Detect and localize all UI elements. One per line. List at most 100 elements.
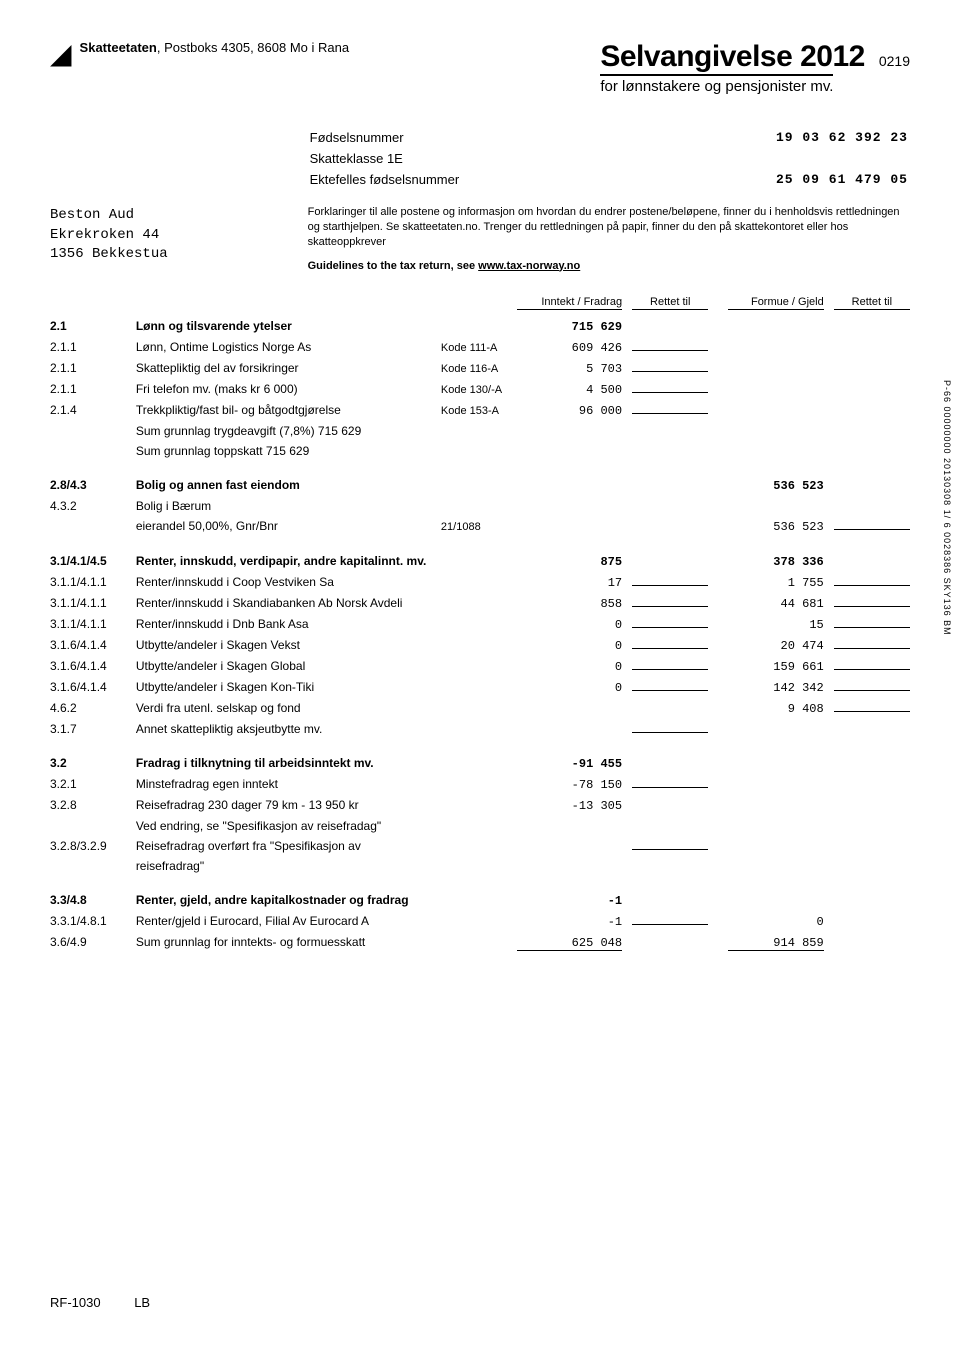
row-kode: 21/1088 xyxy=(441,521,517,533)
row-blank-2 xyxy=(834,479,910,489)
row-blank-1 xyxy=(632,660,708,670)
row-blank-1 xyxy=(632,383,708,393)
row-value-2: 44 681 xyxy=(728,597,823,611)
row-code: 3.2.1 xyxy=(50,777,136,791)
row-value-1: 715 629 xyxy=(517,320,622,334)
id-table: Fødselsnummer19 03 62 392 23 Skatteklass… xyxy=(308,126,910,191)
row-desc: Fradrag i tilknytning til arbeidsinntekt… xyxy=(136,756,441,770)
row-blank-2 xyxy=(834,757,910,767)
row-code: 2.1.1 xyxy=(50,340,136,354)
col-inntekt: Inntekt / Fradrag xyxy=(517,296,622,310)
row-blank-1 xyxy=(632,915,708,925)
row-desc: Reisefradrag overført fra "Spesifikasjon… xyxy=(136,839,441,853)
row-value-1: 5 703 xyxy=(517,362,622,376)
row-desc: Sum grunnlag for inntekts- og formuesska… xyxy=(136,935,441,949)
row-value-1: -78 150 xyxy=(517,778,622,792)
row-blank-1 xyxy=(632,500,708,510)
row-blank-1 xyxy=(632,723,708,733)
data-rows: 2.1Lønn og tilsvarende ytelser715 6292.1… xyxy=(50,316,910,954)
row-desc: Bolig i Bærum xyxy=(136,499,441,513)
row-desc: Ved endring, se "Spesifikasjon av reisef… xyxy=(136,819,441,833)
guidelines-prefix: Guidelines to the tax return, see xyxy=(308,260,479,272)
row-code: 4.6.2 xyxy=(50,701,136,715)
row-desc: Utbytte/andeler i Skagen Global xyxy=(136,659,441,673)
row-blank-1 xyxy=(632,597,708,607)
row-blank-1 xyxy=(632,520,708,530)
row-blank-1 xyxy=(632,555,708,565)
row-kode: Kode 153-A xyxy=(441,405,517,417)
row-desc: Reisefradrag 230 dager 79 km - 13 950 kr xyxy=(136,798,441,812)
document-header: ◢ Skatteetaten, Postboks 4305, 8608 Mo i… xyxy=(50,40,910,96)
row-value-1: 0 xyxy=(517,639,622,653)
document-title: Selvangivelse 2012 xyxy=(600,40,865,74)
col-rettet2: Rettet til xyxy=(834,296,910,310)
row-desc: Renter, gjeld, andre kapitalkostnader og… xyxy=(136,893,441,907)
row-desc: Sum grunnlag toppskatt 715 629 xyxy=(136,444,441,458)
efn-value: 25 09 61 479 05 xyxy=(628,170,908,189)
row-value-1: 858 xyxy=(517,597,622,611)
org-rest: , Postboks 4305, 8608 Mo i Rana xyxy=(157,40,349,55)
row-value-2: 15 xyxy=(728,618,823,632)
row-blank-1 xyxy=(632,840,708,850)
col-rettet1: Rettet til xyxy=(632,296,708,310)
row-desc: Renter/gjeld i Eurocard, Filial Av Euroc… xyxy=(136,914,441,928)
header-left: ◢ Skatteetaten, Postboks 4305, 8608 Mo i… xyxy=(50,40,349,68)
footer-lb: LB xyxy=(134,1295,150,1310)
row-kode: Kode 130/-A xyxy=(441,384,517,396)
row-blank-1 xyxy=(632,820,708,830)
row-code: 3.1.1/4.1.1 xyxy=(50,617,136,631)
row-value-1: 96 000 xyxy=(517,404,622,418)
row-desc: Fri telefon mv. (maks kr 6 000) xyxy=(136,382,441,396)
row-desc: Renter/innskudd i Dnb Bank Asa xyxy=(136,617,441,631)
row-blank-1 xyxy=(632,860,708,870)
row-blank-1 xyxy=(632,479,708,489)
row-code: 4.3.2 xyxy=(50,499,136,513)
fn-value: 19 03 62 392 23 xyxy=(628,128,908,147)
row-value-2: 159 661 xyxy=(728,660,823,674)
row-blank-1 xyxy=(632,320,708,330)
row-blank-2 xyxy=(834,915,910,925)
row-code: 3.6/4.9 xyxy=(50,935,136,949)
info-block: Beston Aud Ekrekroken 44 1356 Bekkestua … xyxy=(50,126,910,272)
sk-label: Skatteklasse 1E xyxy=(310,149,627,168)
guidelines-text: Guidelines to the tax return, see www.ta… xyxy=(308,260,910,272)
row-blank-2 xyxy=(834,341,910,351)
row-blank-1 xyxy=(632,404,708,414)
addr-street: Ekrekroken 44 xyxy=(50,226,168,246)
row-value-2: 536 523 xyxy=(728,520,823,534)
column-headers: Inntekt / Fradrag Rettet til Formue / Gj… xyxy=(50,296,910,310)
row-code: 2.1.1 xyxy=(50,361,136,375)
col-formue: Formue / Gjeld xyxy=(728,296,823,310)
row-code: 3.1.7 xyxy=(50,722,136,736)
row-blank-2 xyxy=(834,383,910,393)
row-blank-1 xyxy=(632,362,708,372)
efn-label: Ektefelles fødselsnummer xyxy=(310,170,627,189)
row-value-2: 9 408 xyxy=(728,702,823,716)
row-value-2: 1 755 xyxy=(728,576,823,590)
row-code: 3.2.8/3.2.9 xyxy=(50,839,136,853)
row-desc: Verdi fra utenl. selskap og fond xyxy=(136,701,441,715)
row-blank-1 xyxy=(632,425,708,435)
row-blank-2 xyxy=(834,555,910,565)
row-code: 2.1.1 xyxy=(50,382,136,396)
addr-name: Beston Aud xyxy=(50,206,168,226)
row-blank-1 xyxy=(632,445,708,455)
row-blank-1 xyxy=(632,778,708,788)
row-blank-2 xyxy=(834,425,910,435)
row-desc: Utbytte/andeler i Skagen Kon-Tiki xyxy=(136,680,441,694)
org-name: Skatteetaten, Postboks 4305, 8608 Mo i R… xyxy=(80,40,350,55)
row-value-2: 142 342 xyxy=(728,681,823,695)
row-blank-1 xyxy=(632,757,708,767)
fn-label: Fødselsnummer xyxy=(310,128,627,147)
row-blank-2 xyxy=(834,362,910,372)
row-blank-2 xyxy=(834,618,910,628)
row-blank-2 xyxy=(834,799,910,809)
row-blank-2 xyxy=(834,702,910,712)
row-value-2: 378 336 xyxy=(728,555,823,569)
row-code: 3.1/4.1/4.5 xyxy=(50,554,136,568)
row-desc: Annet skattepliktig aksjeutbytte mv. xyxy=(136,722,441,736)
row-blank-2 xyxy=(834,894,910,904)
row-value-1: -13 305 xyxy=(517,799,622,813)
row-value-1: 0 xyxy=(517,618,622,632)
row-blank-2 xyxy=(834,936,910,946)
